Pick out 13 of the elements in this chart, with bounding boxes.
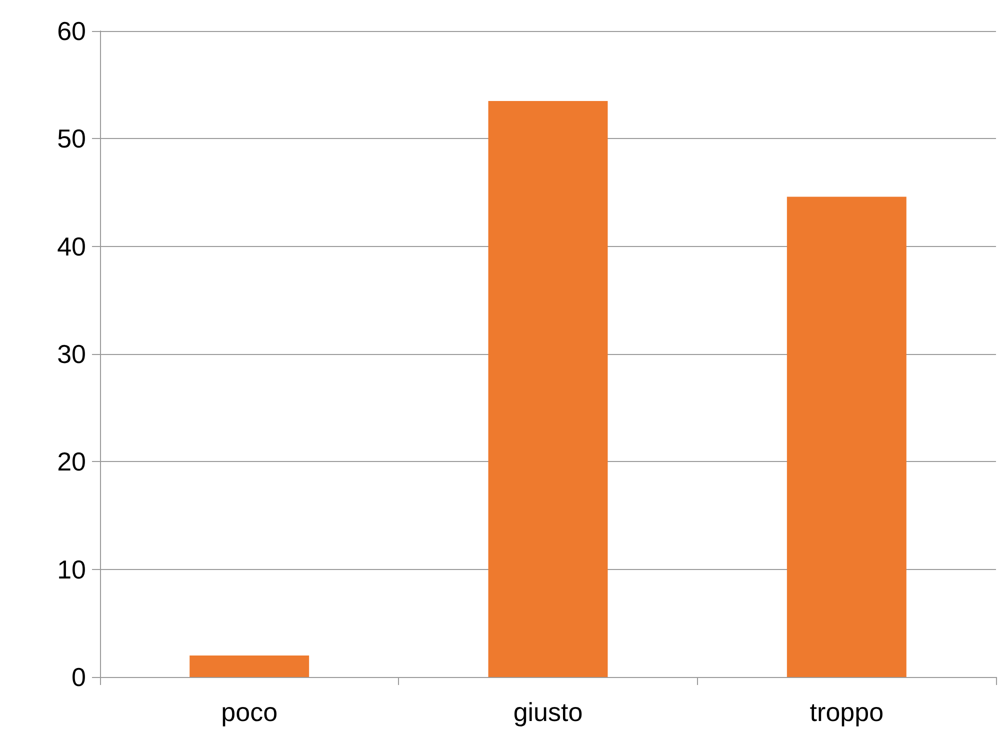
bar <box>190 655 310 677</box>
x-tick-label: giusto <box>513 697 583 727</box>
y-tick-label: 10 <box>57 554 86 584</box>
y-tick-label: 0 <box>72 662 86 692</box>
x-tick-label: poco <box>221 697 278 727</box>
y-tick-label: 40 <box>57 231 86 262</box>
bar <box>488 100 608 677</box>
x-tick-label: troppo <box>810 697 884 727</box>
bar <box>786 196 906 677</box>
y-tick-label: 50 <box>57 124 86 154</box>
y-tick-label: 20 <box>57 446 86 477</box>
y-tick-label: 60 <box>57 16 86 46</box>
y-tick-label: 30 <box>57 339 86 369</box>
